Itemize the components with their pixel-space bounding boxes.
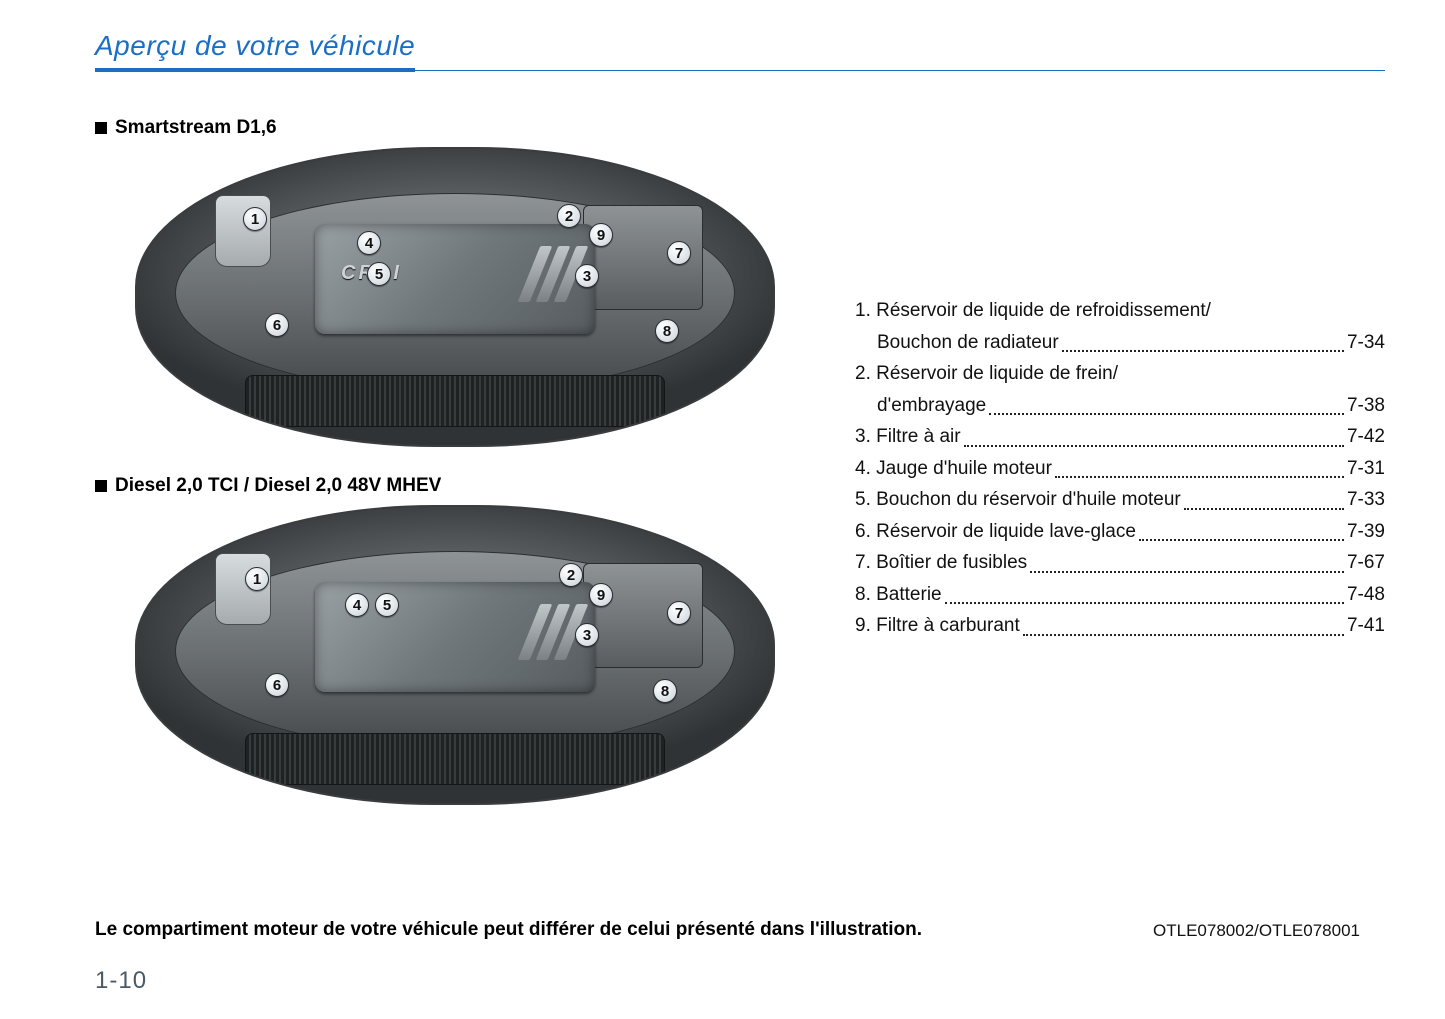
toc-leader: [1030, 571, 1344, 573]
callout-marker-9: 9: [589, 583, 613, 607]
callout-marker-4: 4: [345, 593, 369, 617]
callout-marker-5: 5: [367, 262, 391, 286]
callout-marker-7: 7: [667, 601, 691, 625]
toc-leader: [1062, 350, 1344, 352]
toc-item: 3. Filtre à air 7-42: [855, 423, 1385, 452]
callout-marker-3: 3: [575, 623, 599, 647]
toc-page: 7-48: [1347, 581, 1385, 610]
toc-label: 3. Filtre à air: [855, 423, 961, 452]
toc-sublabel: Bouchon de radiateur: [877, 329, 1059, 358]
toc-label: 6. Réservoir de liquide lave-glace: [855, 518, 1136, 547]
callout-marker-6: 6: [265, 673, 289, 697]
toc-label: 7. Boîtier de fusibles: [855, 549, 1027, 578]
toc-page: 7-42: [1347, 423, 1385, 452]
toc-leader: [964, 445, 1344, 447]
toc-item-sub: Bouchon de radiateur 7-34: [855, 329, 1385, 358]
callout-marker-2: 2: [557, 204, 581, 228]
toc-leader: [1184, 508, 1344, 510]
toc-leader: [1055, 476, 1344, 478]
toc-page: 7-31: [1347, 455, 1385, 484]
callout-marker-8: 8: [655, 319, 679, 343]
callout-marker-7: 7: [667, 241, 691, 265]
toc-item: 9. Filtre à carburant 7-41: [855, 612, 1385, 641]
engine-diagram-diesel: 1 2 3 45 6 7 8 9: [135, 505, 775, 805]
toc-page: 7-38: [1347, 392, 1385, 421]
toc-leader: [1139, 539, 1344, 541]
page-content: Smartstream D1,6 CRDI 123456789 Diesel: [95, 117, 1385, 833]
engine-diagram-smartstream: CRDI 123456789: [135, 147, 775, 447]
header-rule: [415, 70, 1385, 71]
callout-marker-3: 3: [575, 264, 599, 288]
toc-label: 8. Batterie: [855, 581, 942, 610]
toc-label: 2. Réservoir de liquide de frein/: [855, 360, 1118, 389]
engine-block-top: Smartstream D1,6 CRDI 123456789: [95, 117, 815, 447]
figure-reference: OTLE078002/OTLE078001: [1153, 921, 1360, 941]
toc-label: 9. Filtre à carburant: [855, 612, 1020, 641]
callout-marker-8: 8: [653, 679, 677, 703]
toc-item: 6. Réservoir de liquide lave-glace 7-39: [855, 518, 1385, 547]
callout-marker-5: 5: [375, 593, 399, 617]
engine-diagrams-column: Smartstream D1,6 CRDI 123456789 Diesel: [95, 117, 815, 833]
callout-marker-1: 1: [245, 567, 269, 591]
toc-leader: [989, 413, 1344, 415]
engine-label: Smartstream D1,6: [95, 117, 815, 139]
engine-label-text: Smartstream D1,6: [115, 117, 277, 139]
page-title: Aperçu de votre véhicule: [95, 30, 415, 72]
disclaimer-text: Le compartiment moteur de votre véhicule…: [95, 919, 922, 941]
engine-label-text: Diesel 2,0 TCI / Diesel 2,0 48V MHEV: [115, 475, 441, 497]
callout-marker-1: 1: [243, 207, 267, 231]
toc-page: 7-67: [1347, 549, 1385, 578]
coolant-reservoir-shape: [215, 195, 271, 267]
toc-page: 7-34: [1347, 329, 1385, 358]
callout-marker-6: 6: [265, 313, 289, 337]
toc-leader: [1023, 634, 1344, 636]
component-reference-list: 1. Réservoir de liquide de refroidisseme…: [855, 117, 1385, 833]
toc-page: 7-33: [1347, 486, 1385, 515]
engine-grille: [245, 733, 665, 785]
square-bullet-icon: [95, 480, 107, 492]
toc-page: 7-39: [1347, 518, 1385, 547]
callout-marker-2: 2: [559, 563, 583, 587]
page-header: Aperçu de votre véhicule: [95, 30, 1385, 72]
toc-label: 4. Jauge d'huile moteur: [855, 455, 1052, 484]
toc-item: 2. Réservoir de liquide de frein/: [855, 360, 1385, 389]
toc-sublabel: d'embrayage: [877, 392, 986, 421]
toc-leader: [945, 602, 1344, 604]
toc-item: 5. Bouchon du réservoir d'huile moteur 7-…: [855, 486, 1385, 515]
callout-marker-9: 9: [589, 223, 613, 247]
engine-grille: [245, 375, 665, 427]
square-bullet-icon: [95, 122, 107, 134]
page-number: 1-10: [95, 967, 147, 995]
toc-label: 1. Réservoir de liquide de refroidisseme…: [855, 297, 1211, 326]
toc-item: 8. Batterie 7-48: [855, 581, 1385, 610]
toc-label: 5. Bouchon du réservoir d'huile moteur: [855, 486, 1181, 515]
manual-page: Aperçu de votre véhicule Smartstream D1,…: [0, 0, 1445, 1019]
toc-item: 7. Boîtier de fusibles 7-67: [855, 549, 1385, 578]
engine-block-bottom: Diesel 2,0 TCI / Diesel 2,0 48V MHEV 1 2 3…: [95, 475, 815, 805]
callout-marker-4: 4: [357, 231, 381, 255]
toc-item: 1. Réservoir de liquide de refroidisseme…: [855, 297, 1385, 326]
toc-item: 4. Jauge d'huile moteur 7-31: [855, 455, 1385, 484]
toc-item-sub: d'embrayage 7-38: [855, 392, 1385, 421]
toc-page: 7-41: [1347, 612, 1385, 641]
engine-label: Diesel 2,0 TCI / Diesel 2,0 48V MHEV: [95, 475, 815, 497]
